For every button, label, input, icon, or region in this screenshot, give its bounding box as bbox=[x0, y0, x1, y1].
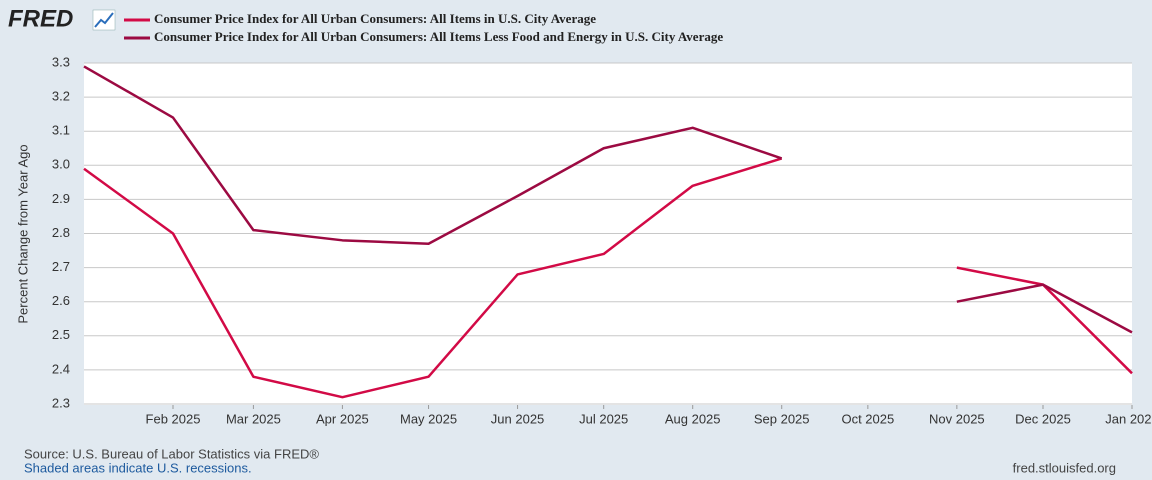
logo: FRED bbox=[8, 5, 73, 32]
x-tick-label: Sep 2025 bbox=[754, 411, 810, 426]
x-tick-label: Oct 2025 bbox=[841, 411, 894, 426]
x-tick-label: May 2025 bbox=[400, 411, 457, 426]
y-tick-label: 2.3 bbox=[52, 395, 70, 410]
x-tick-label: Aug 2025 bbox=[665, 411, 721, 426]
source: Source: U.S. Bureau of Labor Statistics … bbox=[24, 446, 319, 461]
x-tick-label: Apr 2025 bbox=[316, 411, 369, 426]
y-axis-label: Percent Change from Year Ago bbox=[15, 144, 30, 323]
x-tick-label: Feb 2025 bbox=[146, 411, 201, 426]
x-tick-label: Dec 2025 bbox=[1015, 411, 1071, 426]
x-tick-label: Mar 2025 bbox=[226, 411, 281, 426]
y-tick-label: 2.6 bbox=[52, 293, 70, 308]
y-tick-label: 2.7 bbox=[52, 259, 70, 274]
legend-label: Consumer Price Index for All Urban Consu… bbox=[154, 29, 723, 44]
note: Shaded areas indicate U.S. recessions. bbox=[24, 460, 252, 475]
logo-icon bbox=[92, 9, 116, 31]
series-line bbox=[83, 65, 1133, 334]
y-tick-label: 2.5 bbox=[52, 327, 70, 342]
legend-label: Consumer Price Index for All Urban Consu… bbox=[154, 11, 596, 26]
y-tick-label: 2.8 bbox=[52, 225, 70, 240]
y-tick-label: 3.3 bbox=[52, 54, 70, 69]
url: fred.stlouisfed.org bbox=[1013, 460, 1116, 475]
x-tick-label: Nov 2025 bbox=[929, 411, 985, 426]
x-tick-label: Jan 2026 bbox=[1105, 411, 1152, 426]
y-tick-label: 3.2 bbox=[52, 89, 70, 104]
x-tick-label: Jun 2025 bbox=[491, 411, 545, 426]
y-tick-label: 2.9 bbox=[52, 191, 70, 206]
x-tick-label: Jul 2025 bbox=[579, 411, 628, 426]
y-tick-label: 3.1 bbox=[52, 123, 70, 138]
y-tick-label: 2.4 bbox=[52, 361, 70, 376]
y-tick-label: 3.0 bbox=[52, 157, 70, 172]
